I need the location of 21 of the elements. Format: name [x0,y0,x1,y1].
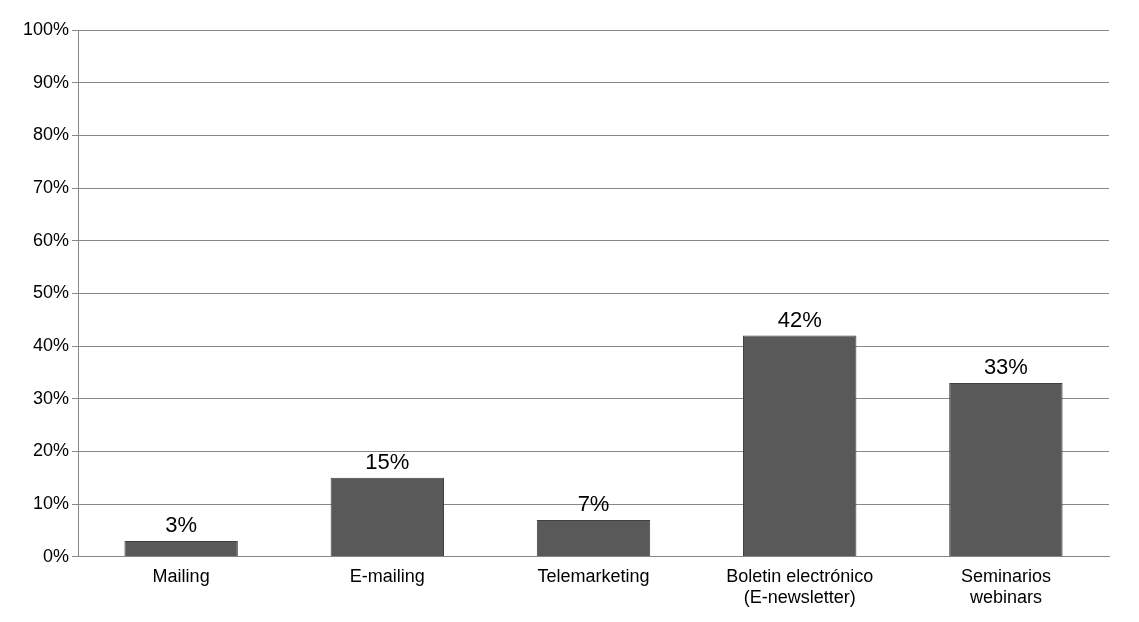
data-label: 7% [577,490,610,516]
data-label: 3% [165,512,198,538]
y-tick-label: 30% [33,387,70,408]
data-label: 15% [365,448,410,474]
y-tick-label: 80% [33,124,70,145]
y-tick-label: 100% [22,18,70,39]
data-label: 33% [983,354,1028,380]
data-label: 42% [777,306,822,332]
x-tick-label: Telemarketing [537,565,650,586]
y-tick-label: 40% [33,335,70,356]
y-tick-label: 20% [33,440,70,461]
y-tick-label: 70% [33,177,70,198]
y-tick-label: 50% [33,282,70,303]
x-tick-label: E-mailing [349,565,425,586]
x-tick-label: Seminarios webinars [960,565,1051,608]
x-tick-label: Boletin electrónico (E-newsletter) [726,565,874,608]
x-tick-label: Mailing [152,565,210,586]
y-tick-label: 90% [33,71,70,92]
y-tick-label: 0% [43,545,70,566]
y-tick-label: 60% [33,229,70,250]
y-tick-label: 10% [33,493,70,514]
